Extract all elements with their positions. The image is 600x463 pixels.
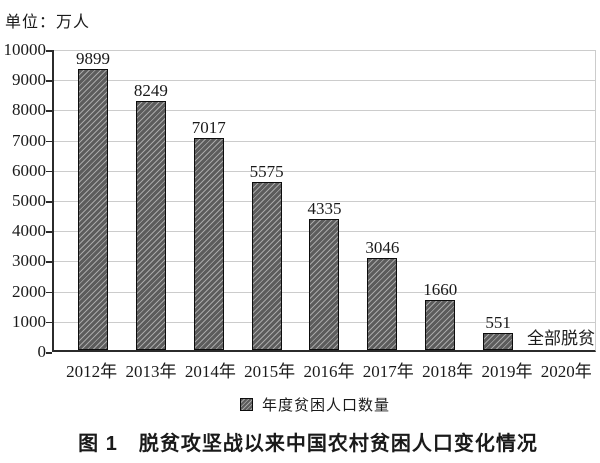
bar-value-label: 4335 — [307, 199, 342, 219]
bar-slot-2018年: 1660 — [411, 50, 469, 350]
y-tick-label: 4000 — [12, 221, 46, 241]
bar-value-label: 3046 — [365, 238, 400, 258]
bar-value-label: 551 — [485, 313, 511, 333]
gridline-5000 — [54, 201, 595, 202]
bar-2018年 — [425, 299, 456, 350]
x-axis: 2012年 2013年 2014年 2015年 2016年 2017年 2018年 2019年… — [52, 357, 596, 382]
annotation-2020年: 全部脱贫 — [527, 329, 595, 348]
gridline-7000 — [54, 140, 595, 142]
y-tick-mark — [46, 352, 52, 354]
x-tick-label-2013年: 2013年 — [125, 362, 177, 381]
y-tick-label: 6000 — [12, 160, 46, 180]
bar-slot-2016年: 4335 — [296, 50, 354, 350]
bar-slot-2020年: 全部脱贫 — [527, 50, 595, 350]
gridline-8000 — [54, 110, 595, 112]
figure-caption: 图 1 脱贫攻坚战以来中国农村贫困人口变化情况 — [78, 433, 538, 455]
legend: 年度贫困人口数量 — [15, 394, 600, 415]
x-tick-label-2014年: 2014年 — [184, 362, 236, 381]
y-tick-mark — [46, 261, 52, 263]
bar-slot-2017年: 3046 — [353, 50, 411, 350]
y-tick-mark — [46, 80, 52, 82]
legend-label: 年度贫困人口数量 — [261, 398, 390, 414]
y-tick-label: 1000 — [12, 311, 46, 331]
bar-slot-2013年: 8249 — [122, 50, 180, 350]
bar-value-label: 5575 — [249, 161, 284, 181]
gridline-9000 — [54, 80, 595, 82]
legend-hatched-square-icon — [239, 398, 253, 411]
bar-value-label: 1660 — [423, 279, 458, 299]
y-tick-label: 7000 — [12, 130, 46, 150]
bar-value-label: 7017 — [191, 118, 226, 138]
bar-2014年 — [193, 138, 224, 350]
gridline-10000 — [54, 50, 595, 51]
y-tick-mark — [46, 110, 52, 112]
y-tick-mark — [46, 170, 52, 173]
x-tick-label-2016年: 2016年 — [303, 362, 355, 381]
x-tick-label-2018年: 2018年 — [422, 362, 474, 381]
y-tick-label: 0 — [37, 342, 47, 361]
x-tick-label-2012年: 2012年 — [66, 362, 118, 381]
y-tick-mark — [46, 231, 52, 233]
bar-2013年 — [135, 100, 166, 350]
y-tick-mark — [46, 50, 52, 52]
bar-series: 9899 8249 7017 5575 4335 3046 1660 551 全部脱贫 — [54, 50, 595, 350]
bar-value-label: 8249 — [133, 80, 168, 100]
bar-2016年 — [309, 219, 340, 350]
y-tick-label: 8000 — [12, 100, 46, 120]
y-tick-label: 5000 — [12, 191, 46, 210]
bar-2017年 — [367, 258, 398, 350]
x-tick-label-2017年: 2017年 — [362, 362, 414, 381]
y-tick-label: 10000 — [3, 40, 47, 59]
y-tick-label: 2000 — [12, 281, 46, 301]
bar-slot-2019年: 551 — [469, 50, 527, 350]
x-tick-label-2020年: 2020年 — [540, 362, 592, 381]
y-tick-label: 3000 — [12, 251, 46, 271]
y-tick-mark — [46, 201, 52, 203]
plot-area: 9899 8249 7017 5575 4335 3046 1660 551 全部脱贫 — [52, 50, 596, 352]
bar-2015年 — [251, 181, 282, 350]
bar-2012年 — [77, 69, 108, 350]
x-tick-label-2015年: 2015年 — [244, 362, 296, 381]
unit-label: 单位：万人 — [5, 14, 91, 31]
y-tick-mark — [46, 140, 52, 143]
y-tick-mark — [46, 321, 52, 324]
y-tick-label: 9000 — [12, 70, 46, 90]
bar-slot-2015年: 5575 — [238, 50, 296, 350]
bar-2019年 — [483, 333, 514, 350]
y-tick-mark — [46, 291, 52, 294]
bar-slot-2014年: 7017 — [180, 50, 238, 350]
bar-value-label: 9899 — [75, 49, 110, 68]
gridline-6000 — [54, 170, 595, 172]
x-tick-label-2019年: 2019年 — [481, 362, 533, 381]
bar-slot-2012年: 9899 — [64, 50, 122, 350]
